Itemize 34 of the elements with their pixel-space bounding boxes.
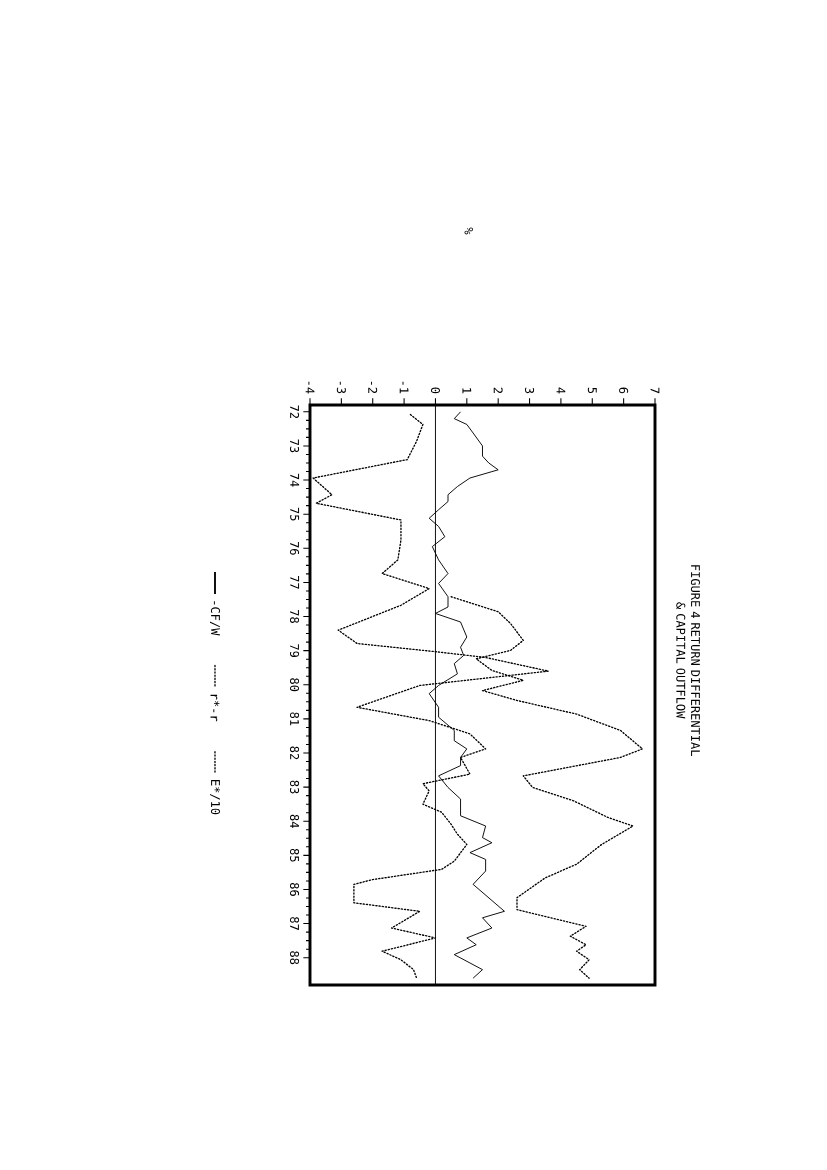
x-tick-label: 0 <box>430 387 440 394</box>
y-tick-label: 85 <box>289 848 300 862</box>
y-tick-label: 77 <box>290 576 300 589</box>
x-tick-label: 4 <box>556 387 566 394</box>
legend-label: -CF/W <box>209 601 221 636</box>
x-tick-label: -3 <box>336 381 346 394</box>
y-tick-label: 76 <box>289 541 300 555</box>
text: FIGURE 4 RETURN DIFFERENTIAL & CAPITAL OUTFLOW <box>676 565 700 756</box>
y-tick-label: 79 <box>289 644 300 658</box>
y-tick-label: 81 <box>289 712 300 726</box>
x-tick-label: -1 <box>399 381 409 394</box>
y-tick-label: 84 <box>289 814 300 828</box>
x-tick-label: 6 <box>619 387 629 394</box>
y-tick-label: 88 <box>289 951 300 965</box>
y-tick-label: 87 <box>289 917 300 930</box>
y-tick-label: 83 <box>289 780 300 794</box>
y-tick-label: 72 <box>290 405 300 419</box>
y-tick-label: 73 <box>289 439 300 453</box>
x-tick-label: 2 <box>493 387 503 394</box>
x-tick-label: -2 <box>368 381 378 394</box>
y-tick-label: 78 <box>289 610 300 623</box>
x-tick-label: -4 <box>305 381 315 394</box>
y-tick-label: 74 <box>290 473 300 487</box>
y-tick-label: 75 <box>290 507 300 521</box>
y-tick-label: 82 <box>289 746 300 760</box>
x-tick-label: 3 <box>525 387 535 394</box>
x-tick-label: 7 <box>650 387 660 394</box>
x-tick-label: 5 <box>587 387 597 394</box>
y-tick-label: 86 <box>289 883 300 896</box>
text: % <box>464 227 473 235</box>
legend-label: r*-r <box>210 694 220 722</box>
y-tick-label: 80 <box>289 678 300 692</box>
x-tick-label: 1 <box>462 388 472 394</box>
legend-label: E*/10 <box>209 780 221 815</box>
